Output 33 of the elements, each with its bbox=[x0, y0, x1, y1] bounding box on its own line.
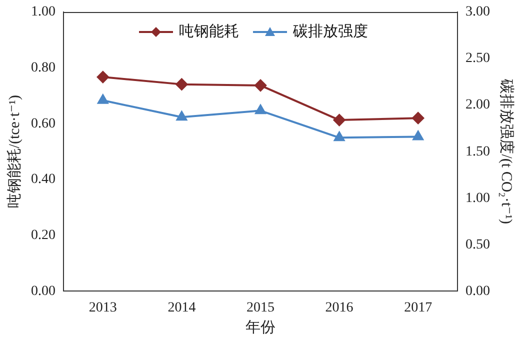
y2-tick-label: 0.00 bbox=[466, 284, 490, 299]
point bbox=[334, 132, 345, 142]
point bbox=[176, 111, 188, 121]
point bbox=[98, 94, 108, 104]
x-tick-label: 2017 bbox=[404, 300, 432, 316]
x-tick-label: 2015 bbox=[246, 300, 274, 316]
x-tick-label: 2013 bbox=[88, 300, 117, 316]
y-tick-label: 0.60 bbox=[31, 116, 56, 132]
y2-tick-label: 0.50 bbox=[466, 237, 490, 252]
point bbox=[333, 114, 346, 126]
legend-label: 吨钢能耗 bbox=[179, 22, 239, 40]
y-axis-title: 吨钢能耗/(tce·t⁻¹) bbox=[6, 94, 23, 208]
x-tick-label: 2016 bbox=[325, 300, 354, 316]
y-tick-label: 0.00 bbox=[31, 284, 56, 299]
y2-tick-label: 2.50 bbox=[466, 51, 490, 66]
x-tick-label: 2014 bbox=[168, 300, 196, 316]
point bbox=[255, 104, 266, 114]
y-tick-label: 0.80 bbox=[31, 60, 56, 76]
y2-tick-label: 1.00 bbox=[466, 190, 490, 206]
y2-tick-label: 1.50 bbox=[466, 144, 490, 160]
point bbox=[254, 79, 266, 92]
x-axis-title: 年份 bbox=[246, 318, 276, 336]
point bbox=[176, 78, 188, 90]
y2-tick-label: 3.00 bbox=[466, 4, 490, 20]
y-tick-label: 1.00 bbox=[31, 4, 56, 20]
point bbox=[96, 71, 109, 84]
legend-label: 碳排放强度 bbox=[292, 22, 368, 40]
y2-tick-label: 2.00 bbox=[466, 98, 490, 113]
point bbox=[412, 130, 424, 140]
point bbox=[412, 112, 424, 124]
y-tick-label: 0.20 bbox=[31, 228, 56, 244]
y-tick-label: 0.40 bbox=[31, 172, 56, 188]
y2-axis-title: 碳排放强度/(t CO₂·t⁻¹) bbox=[498, 78, 516, 224]
